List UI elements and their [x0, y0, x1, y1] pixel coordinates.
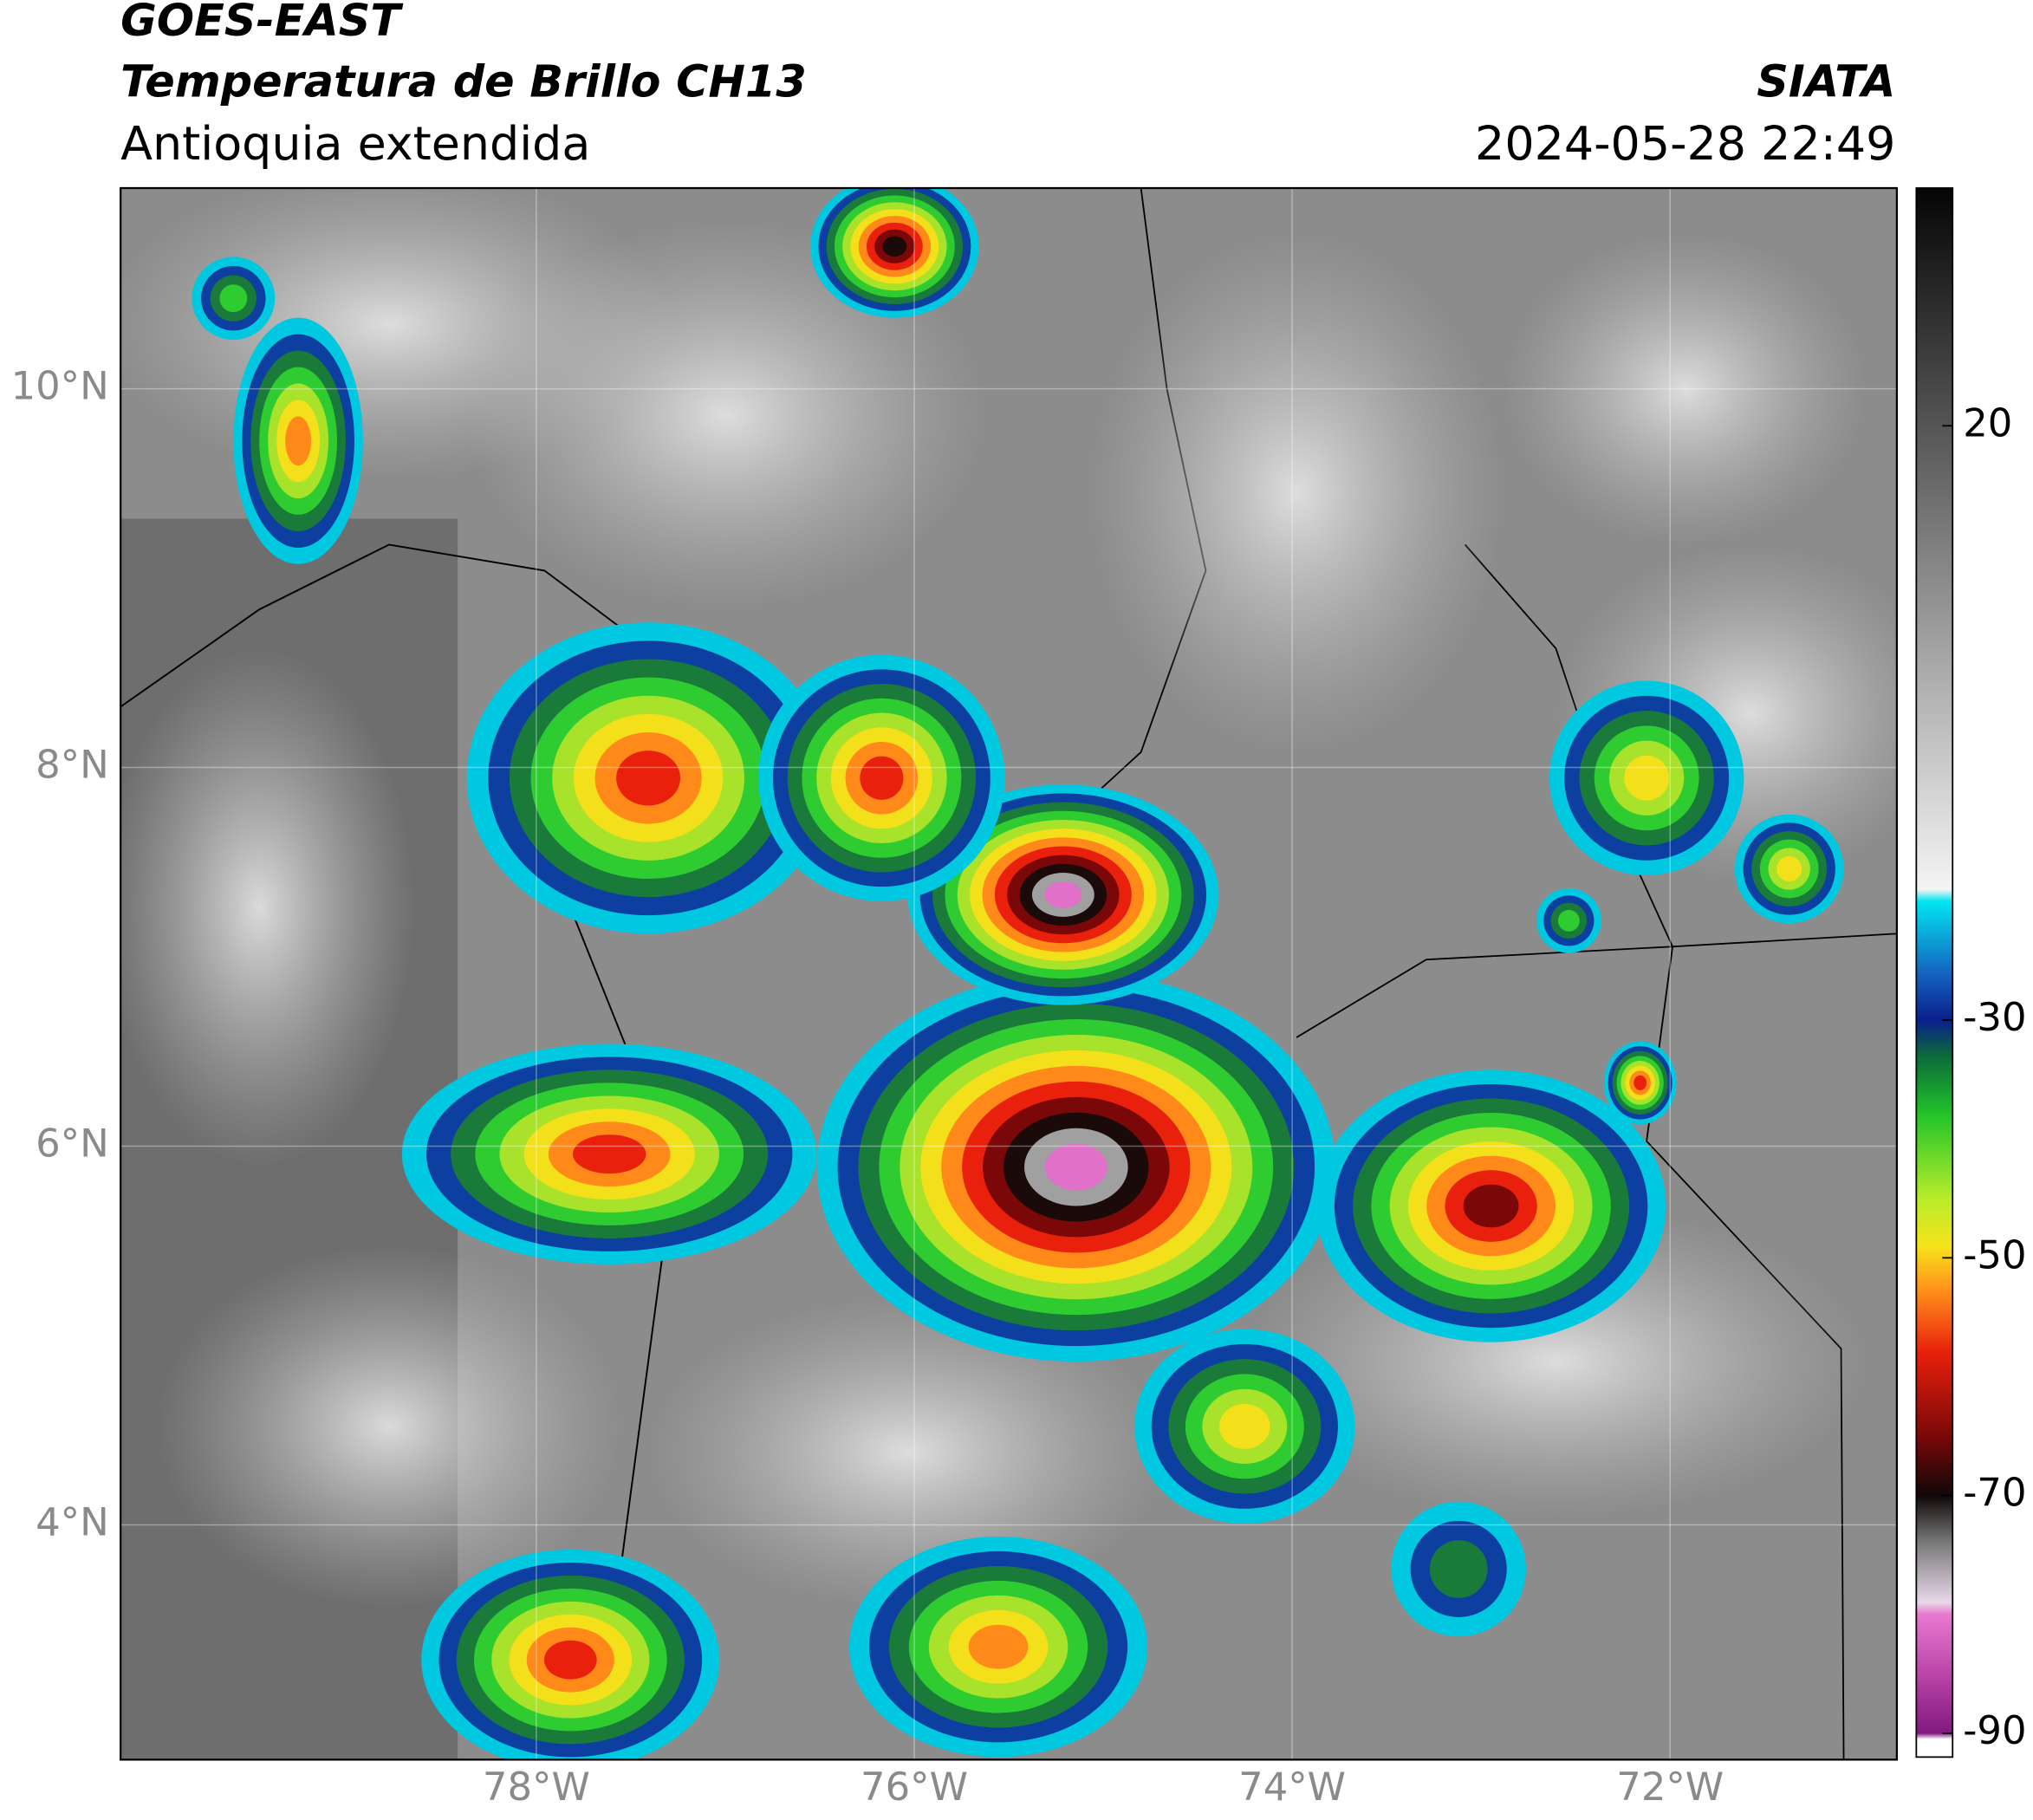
y-tick-label: 8°N: [36, 742, 109, 788]
convective-cloud: [543, 1640, 597, 1680]
convective-cloud: [1624, 755, 1670, 801]
convective-cloud: [285, 416, 312, 466]
convective-cloud: [219, 284, 248, 313]
convective-cloud: [1463, 1184, 1519, 1228]
y-tick-label: 4°N: [36, 1498, 109, 1544]
convective-cloud: [1218, 1403, 1270, 1449]
satellite-image: [120, 188, 1897, 1760]
x-tick-label: 74°W: [1238, 1764, 1346, 1810]
x-tick-label: 78°W: [483, 1764, 590, 1810]
x-tick-label: 76°W: [861, 1764, 968, 1810]
convective-cloud: [1557, 909, 1580, 932]
x-tick-label: 72°W: [1616, 1764, 1724, 1810]
convective-cloud: [1044, 881, 1082, 908]
datetime: 2024-05-28 22:49: [1475, 116, 1895, 171]
convective-cloud: [616, 751, 681, 806]
colorbar: [1915, 187, 1954, 1758]
convective-cloud: [882, 236, 907, 257]
convective-cloud: [968, 1624, 1029, 1669]
cloud-texture: [466, 220, 986, 610]
cloud-texture: [155, 1245, 623, 1609]
convective-cloud: [860, 756, 904, 800]
cloud-texture: [648, 1297, 1167, 1609]
title: GOES-EAST: [120, 0, 404, 46]
colorbar-tick-label: -30: [1963, 994, 2026, 1040]
convective-cloud: [1776, 855, 1802, 881]
convective-cloud: [1044, 1143, 1107, 1191]
subtitle: Temperatura de Brillo CH13: [120, 55, 807, 107]
map-frame: [120, 186, 1899, 1761]
region: Antioquia extendida: [120, 116, 590, 171]
colorbar-tick-label: -70: [1963, 1470, 2026, 1516]
cloud-texture: [120, 648, 415, 1167]
convective-cloud: [1429, 1540, 1488, 1598]
y-tick-label: 10°N: [11, 363, 109, 409]
cloud-texture: [1088, 233, 1504, 752]
colorbar-tick-label: 20: [1963, 400, 2012, 445]
y-tick-label: 6°N: [36, 1121, 109, 1167]
border: [1296, 933, 1897, 1038]
convective-cloud: [1634, 1075, 1647, 1090]
coastline: [120, 543, 649, 708]
colorbar-tick-label: -50: [1963, 1232, 2026, 1277]
colorbar-tick-label: -90: [1963, 1707, 2026, 1753]
source: SIATA: [1757, 55, 1895, 107]
convective-cloud: [572, 1134, 646, 1174]
cloud-texture: [1504, 233, 1867, 545]
